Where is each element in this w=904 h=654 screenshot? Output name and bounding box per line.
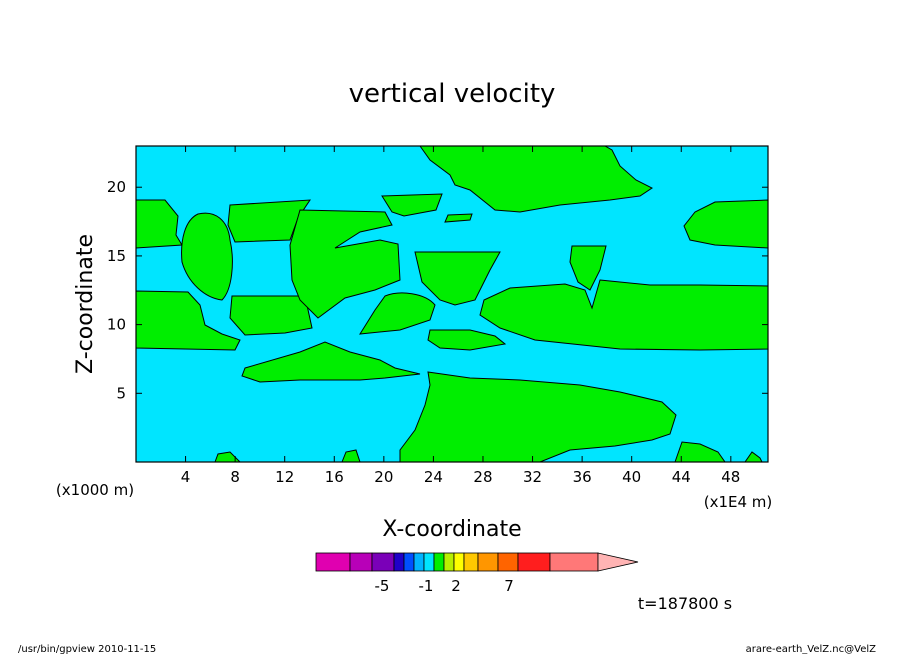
region-mid-bubble <box>359 292 436 335</box>
y-tick-label: 20 <box>107 178 126 196</box>
colorbar <box>315 552 639 572</box>
y-axis-label: Z-coordinate <box>73 234 98 374</box>
region-inner-right <box>427 329 507 351</box>
region-large-blob <box>289 209 401 319</box>
x-tick-label: 4 <box>181 468 191 486</box>
region-mid-left <box>135 290 241 351</box>
x-unit-right: (x1E4 m) <box>704 493 773 511</box>
region-bubble-b <box>229 295 313 336</box>
region-right-bubble <box>569 245 607 291</box>
x-tick-label: 48 <box>721 468 740 486</box>
region-small-blob <box>444 213 473 223</box>
region-right-upper <box>683 199 769 249</box>
region-top-band <box>227 199 311 243</box>
colorbar-segment <box>453 552 465 572</box>
colorbar-segment <box>549 552 599 572</box>
region-top-right-jagged <box>419 145 653 213</box>
colorbar-segment <box>403 552 415 572</box>
x-tick-label: 40 <box>622 468 641 486</box>
y-tick-label: 15 <box>107 247 126 265</box>
y-tick-label: 5 <box>116 384 126 402</box>
colorbar-segment <box>433 552 445 572</box>
colorbar-label: 2 <box>451 577 461 595</box>
region-right-band <box>479 279 769 351</box>
footer-left: /usr/bin/gpview 2010-11-15 <box>18 644 156 654</box>
x-axis: 4 8 12 16 20 24 28 32 36 40 44 48 <box>181 146 740 486</box>
colorbar-segment <box>349 552 373 572</box>
colorbar-segment <box>463 552 479 572</box>
positive-velocity-regions <box>135 145 769 463</box>
x-tick-label: 8 <box>230 468 240 486</box>
x-tick-label: 28 <box>473 468 492 486</box>
x-tick-label: 12 <box>275 468 294 486</box>
colorbar-segment <box>517 552 551 572</box>
colorbar-segment <box>477 552 499 572</box>
x-tick-label: 16 <box>325 468 344 486</box>
plot-frame <box>135 145 769 463</box>
x-axis-label: X-coordinate <box>382 517 521 542</box>
y-axis: 5 10 15 20 <box>107 178 768 402</box>
colorbar-label: 7 <box>504 577 514 595</box>
region-bubble-a <box>181 212 233 301</box>
colorbar-segment <box>423 552 435 572</box>
colorbar-segment <box>393 552 405 572</box>
colorbar-segment <box>371 552 395 572</box>
region-mid-triangle <box>414 251 501 306</box>
colorbar-label: -5 <box>375 577 390 595</box>
time-label: t=187800 s <box>638 594 732 613</box>
x-tick-label: 32 <box>523 468 542 486</box>
x-tick-label: 36 <box>573 468 592 486</box>
x-unit-left: (x1000 m) <box>56 481 134 499</box>
footer-right: arare-earth_VelZ.nc@VelZ <box>746 644 877 654</box>
colorbar-label: -1 <box>419 577 434 595</box>
colorbar-segment <box>413 552 425 572</box>
y-tick-label: 10 <box>107 316 126 334</box>
x-tick-label: 24 <box>424 468 443 486</box>
x-tick-label: 44 <box>672 468 691 486</box>
x-tick-label: 20 <box>374 468 393 486</box>
colorbar-segment <box>497 552 519 572</box>
colorbar-arrow <box>597 552 639 572</box>
region-lower-band <box>241 341 421 383</box>
colorbar-segment <box>443 552 455 572</box>
region-small-band <box>381 193 443 217</box>
region-lower-right <box>399 371 677 463</box>
colorbar-labels: -5 -1 2 7 <box>375 577 514 595</box>
colorbar-segment <box>315 552 351 572</box>
chart-title: vertical velocity <box>349 79 556 109</box>
